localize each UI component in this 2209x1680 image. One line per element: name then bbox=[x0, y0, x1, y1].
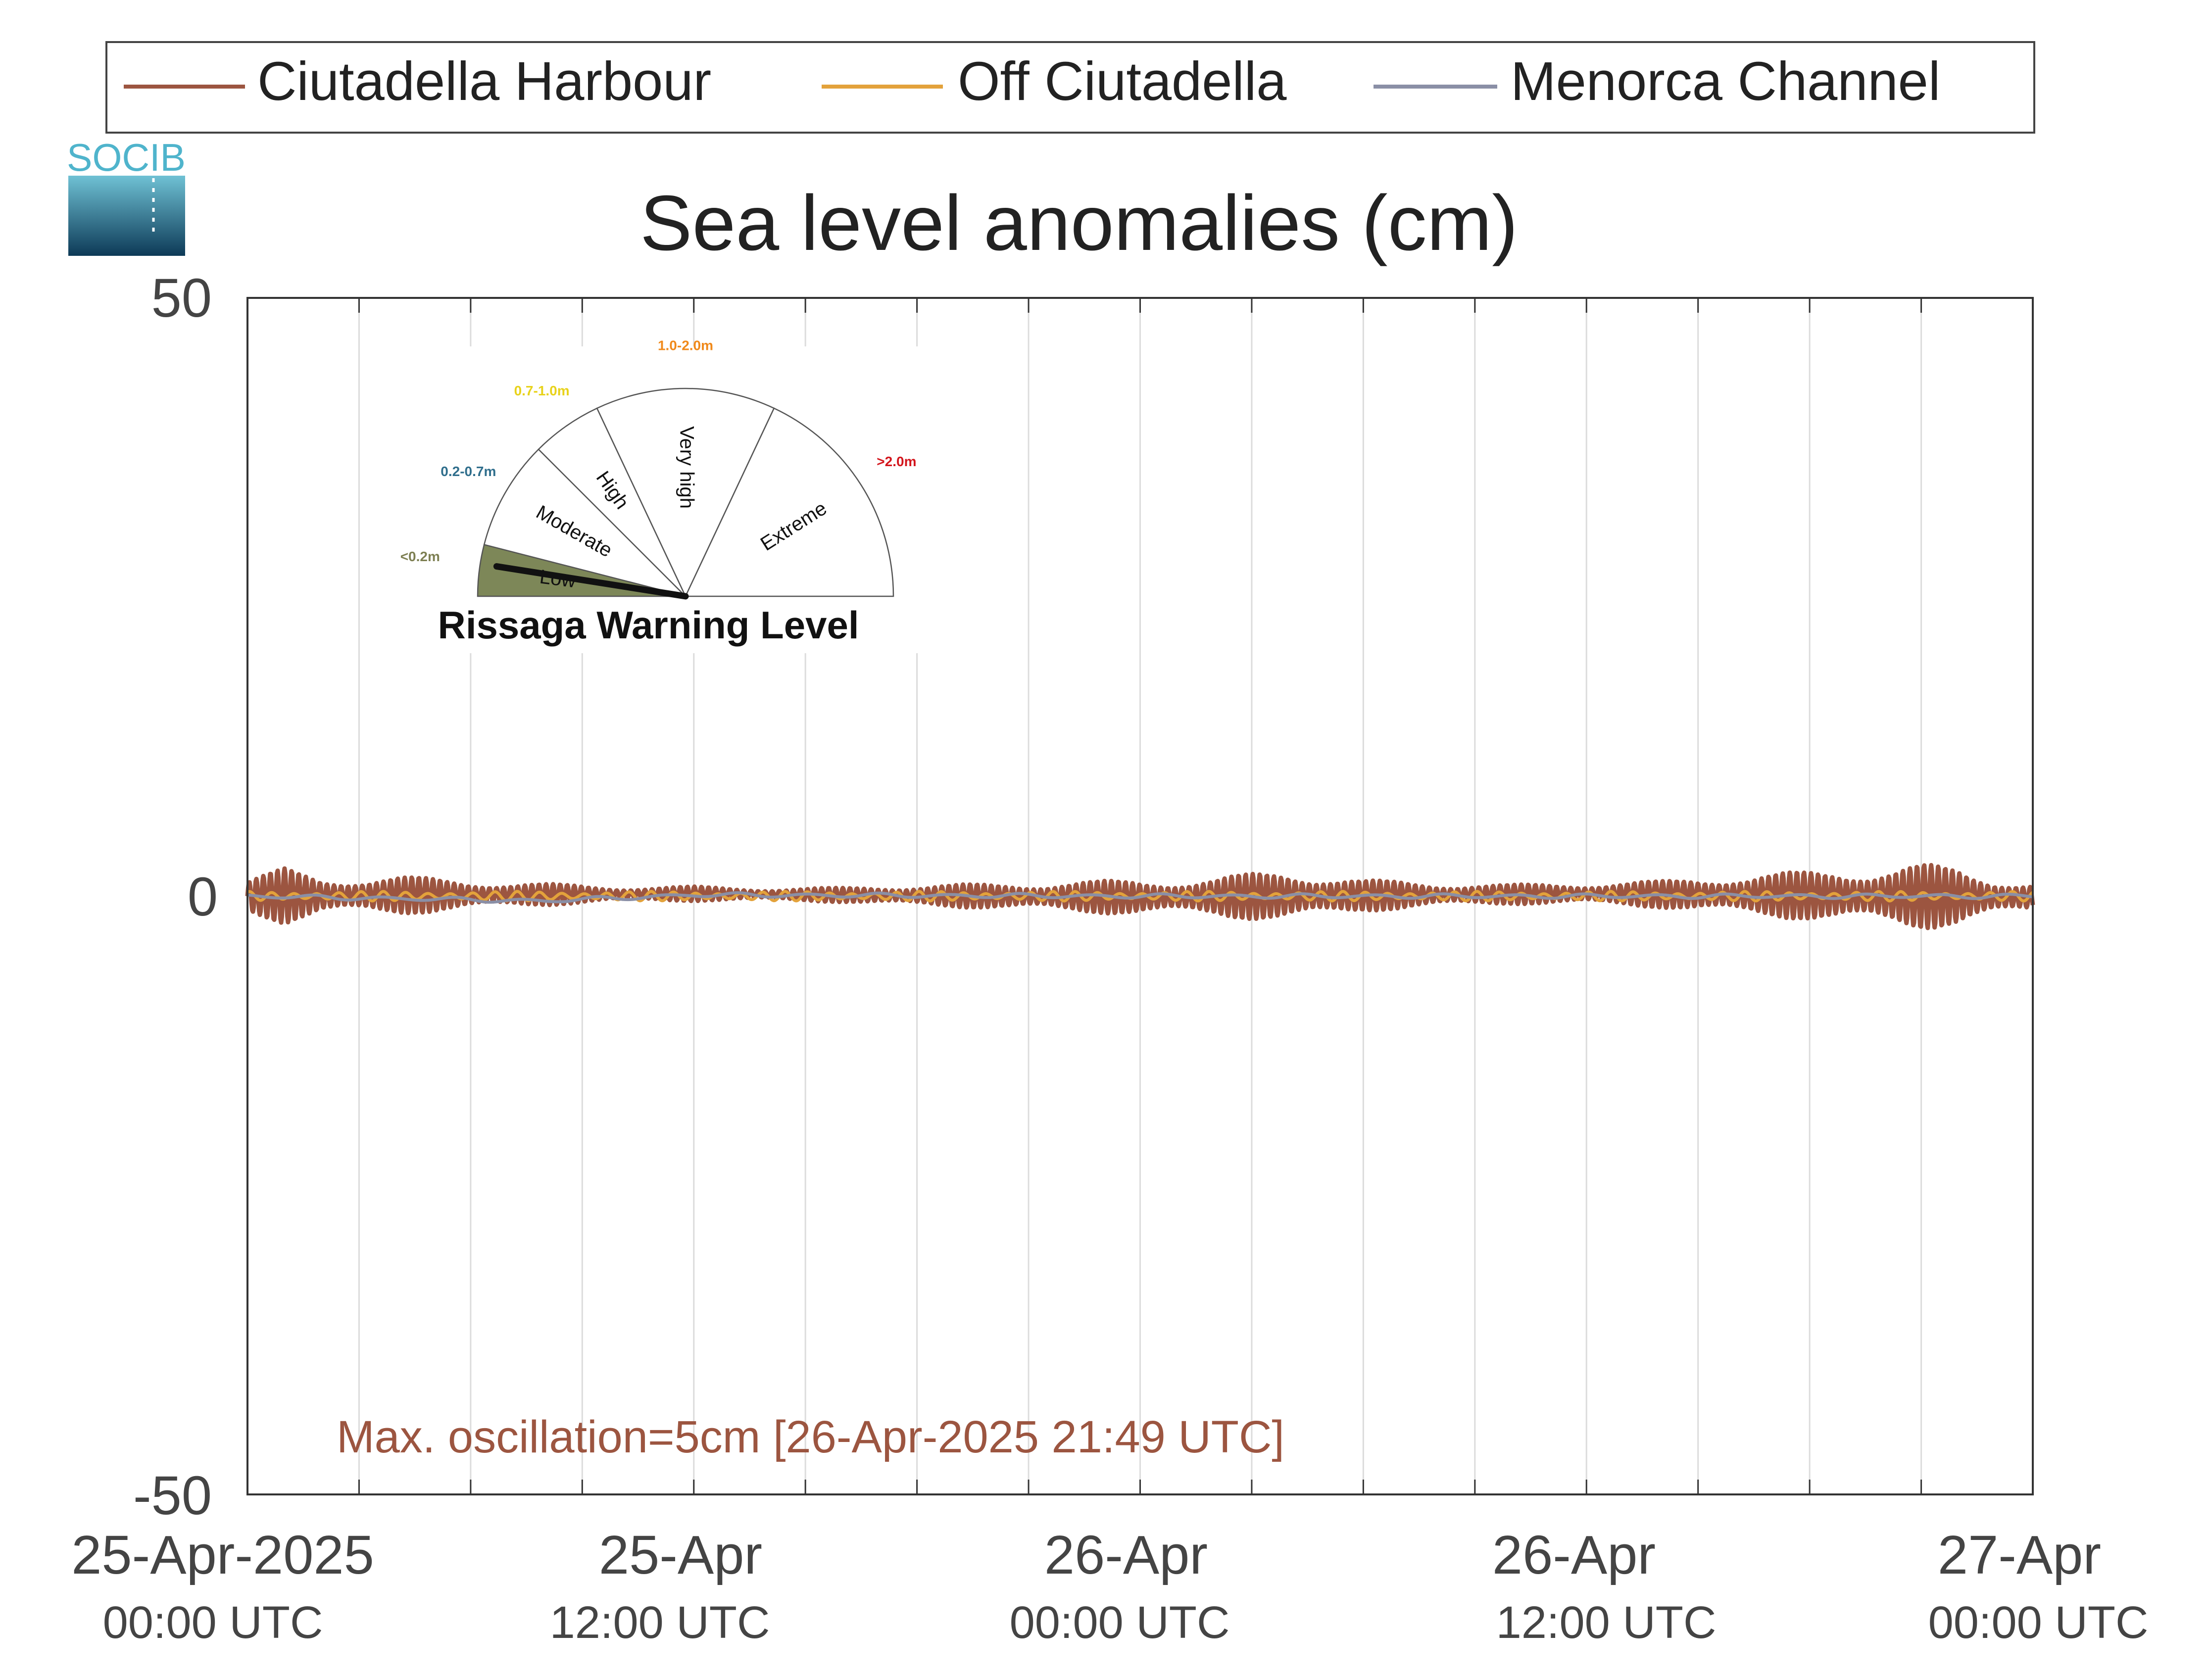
x-tick-time-0: 00:00 UTC bbox=[103, 1597, 323, 1648]
legend-label-menorca-channel: Menorca Channel bbox=[1511, 51, 1940, 112]
x-tick-date-2: 26-Apr bbox=[1044, 1525, 1208, 1585]
gauge-sector-moderate bbox=[483, 448, 688, 598]
plot-area bbox=[245, 297, 2035, 1495]
x-tick-date-3: 26-Apr bbox=[1492, 1525, 1656, 1585]
series-line-off-ciutadella bbox=[246, 890, 2034, 903]
gauge-sector-high bbox=[538, 407, 687, 597]
series-line-menorca-channel bbox=[246, 891, 2034, 904]
gauge-range-moderate: 0.2-0.7m bbox=[441, 464, 496, 479]
x-tick-date-4: 27-Apr bbox=[1938, 1525, 2101, 1585]
x-tick-time-3: 12:00 UTC bbox=[1496, 1597, 1717, 1648]
legend-label-off-ciutadella: Off Ciutadella bbox=[958, 51, 1287, 112]
gauge-sector-extreme bbox=[685, 407, 894, 597]
series-line-ciutadella-harbour bbox=[245, 863, 2035, 930]
y-tick-label-50: 50 bbox=[151, 268, 212, 329]
gauge-range-high: 0.7-1.0m bbox=[514, 383, 570, 398]
logo-block bbox=[68, 176, 185, 256]
x-tick-time-2: 00:00 UTC bbox=[1010, 1597, 1230, 1648]
socib-logo: SOCIB bbox=[67, 136, 186, 256]
gauge-sectors: Low<0.2mModerate0.2-0.7mHigh0.7-1.0mVery… bbox=[400, 337, 916, 598]
max-oscillation-annotation: Max. oscillation=5cm [26-Apr-2025 21:49 … bbox=[337, 1412, 1284, 1462]
chart-title: Sea level anomalies (cm) bbox=[640, 180, 1518, 267]
x-tick-labels: 25-Apr-2025 00:00 UTC 25-Apr 12:00 UTC 2… bbox=[71, 1525, 2148, 1648]
logo-text: SOCIB bbox=[67, 136, 186, 179]
gauge-label-very-high: Very high bbox=[676, 426, 697, 509]
gauge-range-very-high: 1.0-2.0m bbox=[658, 337, 713, 353]
series-layer bbox=[245, 863, 2035, 930]
x-tick-time-1: 12:00 UTC bbox=[550, 1597, 770, 1648]
x-tick-date-1: 25-Apr bbox=[599, 1525, 762, 1585]
gauge-sector-very-high bbox=[596, 387, 775, 598]
legend: Ciutadella Harbour Off Ciutadella Menorc… bbox=[105, 41, 2035, 134]
gauge-title: Rissaga Warning Level bbox=[438, 603, 859, 647]
y-tick-label-neg50: -50 bbox=[133, 1465, 212, 1526]
legend-box bbox=[105, 41, 2035, 134]
x-tick-time-4: 00:00 UTC bbox=[1928, 1597, 2149, 1648]
legend-label-ciutadella-harbour: Ciutadella Harbour bbox=[257, 51, 711, 112]
gauge-range-low: <0.2m bbox=[400, 549, 440, 564]
rissaga-warning-gauge: Low<0.2mModerate0.2-0.7mHigh0.7-1.0mVery… bbox=[391, 337, 926, 653]
gauge-range-extreme: >2.0m bbox=[877, 454, 916, 469]
gauge-needle bbox=[493, 563, 689, 600]
y-tick-label-0: 0 bbox=[188, 866, 218, 927]
x-tick-date-0: 25-Apr-2025 bbox=[71, 1525, 374, 1585]
x-tick-marks bbox=[358, 298, 1922, 1494]
